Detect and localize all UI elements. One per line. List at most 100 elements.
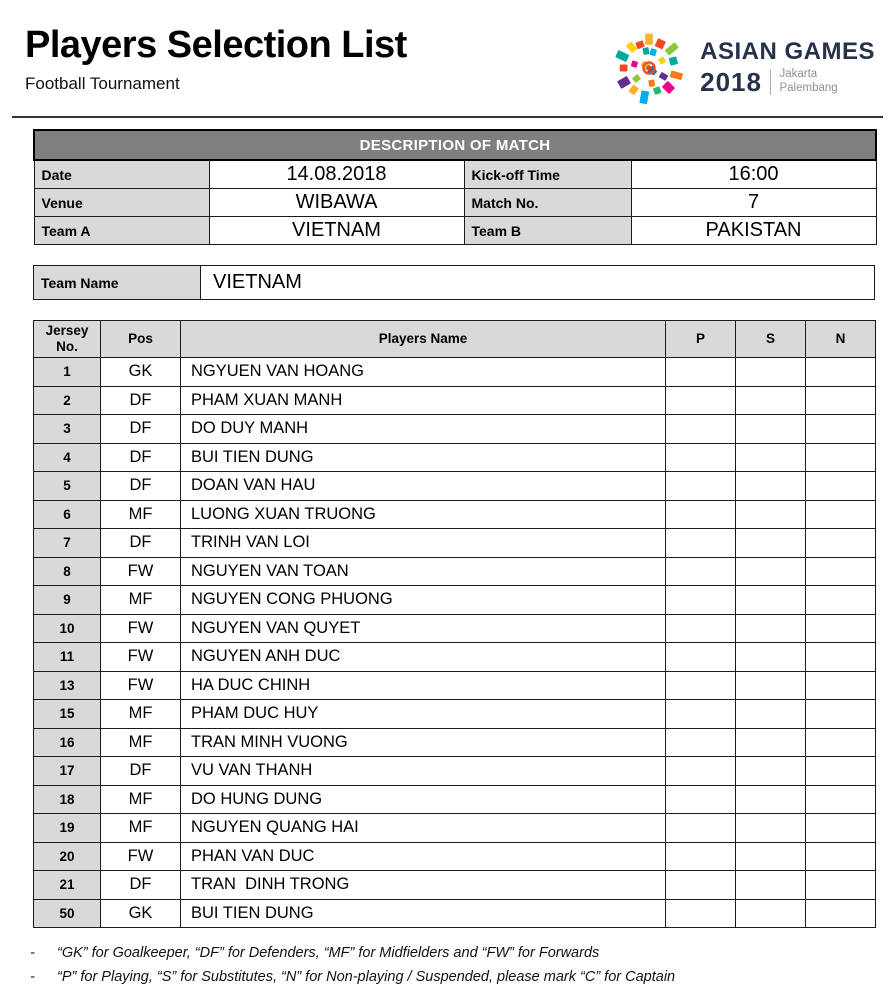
player-position: DF [100,756,181,786]
player-name: TRAN MINH VUONG [180,727,666,757]
s-mark-cell [735,699,806,729]
player-position: MF [100,699,181,729]
s-header: S [735,320,806,358]
p-mark-cell [665,585,736,615]
player-name: LUONG XUAN TRUONG [180,499,666,529]
player-position: MF [100,585,181,615]
player-name: PHAM DUC HUY [180,699,666,729]
n-mark-cell [805,841,876,871]
n-mark-cell [805,670,876,700]
s-mark-cell [735,528,806,558]
p-mark-cell [665,528,736,558]
team-b-label: Team B [463,216,632,245]
player-position: DF [100,385,181,415]
table-row: 50 GK BUI TIEN DUNG [33,898,876,928]
p-mark-cell [665,499,736,529]
player-position: FW [100,670,181,700]
document-header: Players Selection List Football Tourname… [0,0,895,112]
players-name-header: Players Name [180,320,666,358]
p-mark-cell [665,699,736,729]
table-row: 20 FW PHAN VAN DUC [33,841,876,871]
s-mark-cell [735,870,806,900]
p-mark-cell [665,642,736,672]
table-row: Date 14.08.2018 Kick-off Time 16:00 [33,159,877,189]
logo-year: 2018 [700,67,762,97]
table-row: 10 FW NGUYEN VAN QUYET [33,613,876,643]
jersey-number: 10 [33,613,101,643]
logo-city-palembang: Palembang [779,82,838,94]
match-no-value: 7 [630,188,877,217]
jersey-number: 9 [33,585,101,615]
n-mark-cell [805,585,876,615]
s-mark-cell [735,784,806,814]
jersey-number: 3 [33,414,101,444]
match-no-label: Match No. [463,188,632,217]
jersey-number: 8 [33,556,101,586]
footnote-text: “P” for Playing, “S” for Substitutes, “N… [57,968,676,985]
table-row: Venue WIBAWA Match No. 7 [33,188,877,217]
p-mark-cell [665,898,736,928]
footnote-text: “GK” for Goalkeeper, “DF” for Defenders,… [57,945,600,961]
player-name: BUI TIEN DUNG [180,898,666,928]
s-mark-cell [735,727,806,757]
table-row: 9 MF NGUYEN CONG PHUONG [33,585,876,615]
page-title: Players Selection List [25,24,407,66]
jersey-number: 4 [33,442,101,472]
bullet-dash: - [30,968,35,985]
table-row: Team Name VIETNAM [33,265,875,300]
player-position: FW [100,613,181,643]
p-mark-cell [665,442,736,472]
pos-header: Pos [100,320,181,358]
s-mark-cell [735,471,806,501]
table-row: 4 DF BUI TIEN DUNG [33,442,876,472]
date-value: 14.08.2018 [208,159,465,189]
asian-games-swirl-icon [615,33,684,105]
n-mark-cell [805,471,876,501]
player-name: DO HUNG DUNG [180,784,666,814]
player-name: DOAN VAN HAU [180,471,666,501]
s-mark-cell [735,585,806,615]
jersey-number: 17 [33,756,101,786]
table-row: 2 DF PHAM XUAN MANH [33,385,876,415]
s-mark-cell [735,756,806,786]
logo-cities: Jakarta Palembang [779,68,837,96]
n-mark-cell [805,813,876,843]
table-row: 19 MF NGUYEN QUANG HAI [33,813,876,843]
n-mark-cell [805,870,876,900]
player-name: NGUYEN QUANG HAI [180,813,666,843]
s-mark-cell [735,613,806,643]
section-title: DESCRIPTION OF MATCH [32,129,878,161]
n-mark-cell [805,385,876,415]
n-mark-cell [805,414,876,444]
player-position: FW [100,642,181,672]
player-name: NGUYEN ANH DUC [180,642,666,672]
jersey-number: 6 [33,499,101,529]
n-mark-cell [805,556,876,586]
team-name-table: Team Name VIETNAM [33,265,875,300]
p-mark-cell [665,613,736,643]
player-name: TRINH VAN LOI [180,528,666,558]
logo-text: ASIAN GAMES 2018 Jakarta Palembang [700,40,875,96]
p-mark-cell [665,727,736,757]
player-name: NGUYEN VAN QUYET [180,613,666,643]
n-mark-cell [805,357,876,387]
table-row: 21 DF TRAN DINH TRONG [33,870,876,900]
footnotes: - “GK” for Goalkeeper, “DF” for Defender… [30,944,895,987]
player-name: BUI TIEN DUNG [180,442,666,472]
p-header: P [665,320,736,358]
table-row: 5 DF DOAN VAN HAU [33,471,876,501]
s-mark-cell [735,841,806,871]
asian-games-logo: ASIAN GAMES 2018 Jakarta Palembang [606,24,875,112]
team-a-label: Team A [33,216,210,245]
n-mark-cell [805,727,876,757]
p-mark-cell [665,784,736,814]
n-mark-cell [805,642,876,672]
jersey-number: 2 [33,385,101,415]
player-position: FW [100,841,181,871]
p-mark-cell [665,414,736,444]
player-position: MF [100,784,181,814]
logo-divider [769,69,772,95]
players-header-row: Jersey No. Pos Players Name P S N [33,320,876,358]
n-mark-cell [805,499,876,529]
